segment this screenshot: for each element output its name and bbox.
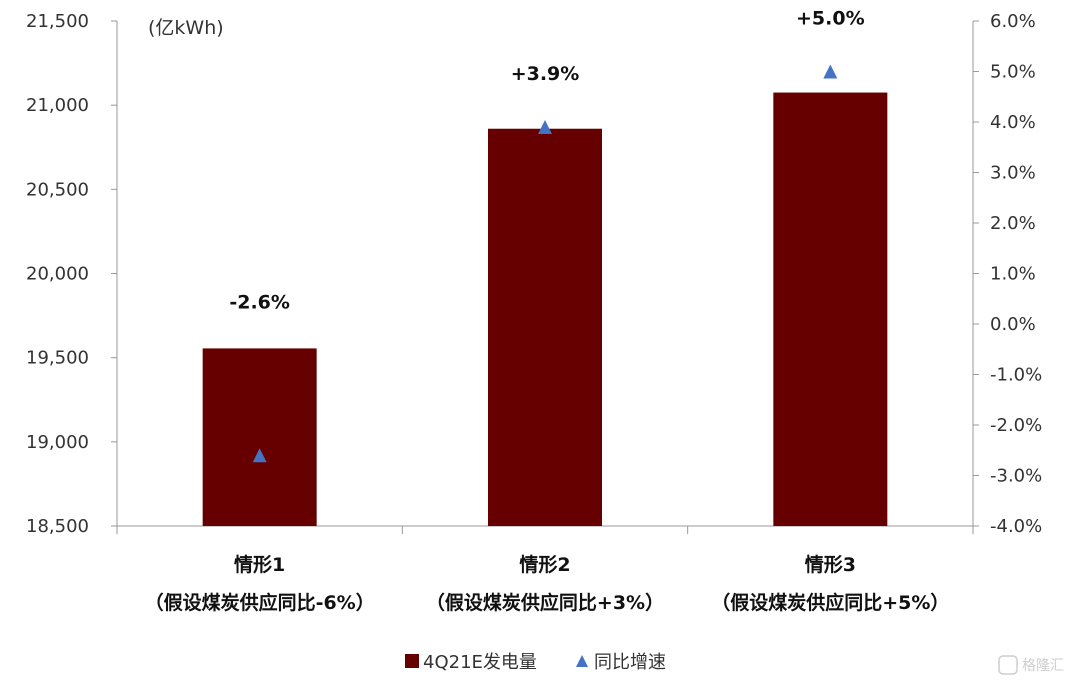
left-tick-label: 20,000 [26,264,89,285]
watermark: 格隆汇 [998,655,1064,675]
legend-label-bar: 4Q21E发电量 [423,652,537,673]
bar-series [202,92,888,527]
right-tick-label: 2.0% [990,213,1036,234]
category-sublabel: （假设煤炭供应同比+5%） [711,591,949,614]
right-tick-label: -3.0% [990,466,1042,487]
watermark-logo-icon [998,655,1018,675]
left-tick-label: 19,000 [26,432,89,453]
legend: 4Q21E发电量 同比增速 [405,652,666,673]
legend-label-growth: 同比增速 [594,652,666,673]
right-tick-label: 3.0% [990,163,1036,184]
data-label: +3.9% [511,63,580,85]
growth-series [252,64,838,463]
x-axis [116,525,974,534]
right-y-axis: -4.0% -3.0% -2.0% -1.0% 0.0% 1.0% 2.0% 3.0% 4.0%… [972,11,1042,537]
data-label: +5.0% [796,8,865,30]
left-y-axis: 18,500 19,000 19,500 20,000 20,500 21,000 21,5… [26,11,118,537]
watermark-text: 格隆汇 [1022,658,1064,674]
bar [773,92,888,527]
left-tick-label: 18,500 [26,516,89,537]
unit-label: (亿kWh) [148,17,224,39]
right-tick-label: 1.0% [990,264,1036,285]
bar [202,348,317,526]
growth-marker [538,120,552,135]
right-tick-label: -2.0% [990,415,1042,436]
left-tick-label: 21,000 [26,95,89,116]
right-tick-label: -1.0% [990,365,1042,386]
category-label: 情形2 [519,553,570,576]
growth-marker [823,64,838,79]
right-tick-label: 0.0% [990,314,1036,335]
legend-swatch-triangle [576,655,588,667]
right-tick-label: 5.0% [990,62,1036,83]
right-tick-label: 4.0% [990,112,1036,133]
data-label: -2.6% [229,291,290,313]
left-tick-label: 21,500 [26,11,89,32]
data-labels: -2.6% +3.9% +5.0% [229,8,864,314]
category-label: 情形3 [805,553,856,576]
category-label: 情形1 [234,553,285,576]
left-tick-label: 19,500 [26,348,89,369]
right-tick-label: 6.0% [990,11,1036,32]
left-tick-label: 20,500 [26,179,89,200]
category-sublabel: （假设煤炭供应同比-6%） [145,591,375,614]
legend-swatch-bar [405,654,419,668]
growth-marker [252,448,267,463]
category-sublabel: （假设煤炭供应同比+3%） [426,591,664,614]
bar [488,128,602,526]
right-tick-label: -4.0% [990,516,1042,537]
category-labels: 情形1 （假设煤炭供应同比-6%） 情形2 （假设煤炭供应同比+3%） 情形3 （假设煤炭… [145,553,950,614]
